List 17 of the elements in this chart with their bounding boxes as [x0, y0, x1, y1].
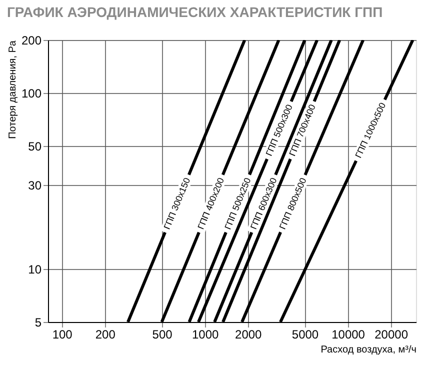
x-tick-label: 200	[95, 328, 116, 342]
x-tick-label: 1000	[192, 328, 219, 342]
y-tick-label: 200	[21, 34, 42, 48]
x-tick-label: 100	[52, 328, 73, 342]
x-tick-label: 2000	[235, 328, 262, 342]
x-tick-label: 20000	[374, 328, 408, 342]
x-tick-label: 10000	[332, 328, 366, 342]
y-tick-label: 100	[21, 86, 42, 100]
y-axis-title: Потеря давления, Pa	[7, 40, 18, 139]
x-tick-label: 500	[152, 328, 173, 342]
y-tick-label: 50	[28, 139, 42, 154]
y-tick-label: 5	[34, 316, 42, 330]
y-tick-label: 30	[28, 178, 42, 193]
x-tick-label: 5000	[292, 328, 319, 342]
chart-title: ГРАФИК АЭРОДИНАМИЧЕСКИХ ХАРАКТЕРИСТИК ГПП	[6, 4, 383, 20]
x-axis-title: Расход воздуха, м³/ч	[320, 344, 416, 356]
y-tick-label: 10	[28, 262, 42, 277]
